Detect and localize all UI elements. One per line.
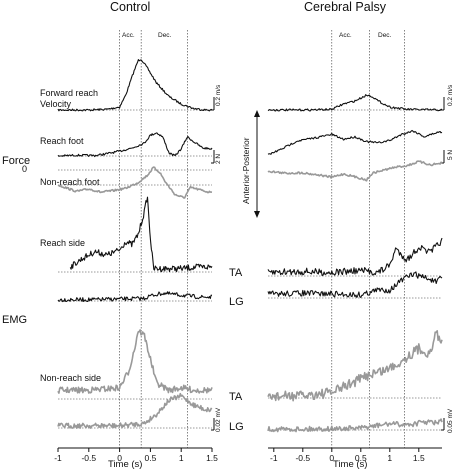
cp-dec-label: Dec. [378,32,392,39]
cp-x-tick-label: -1 [270,453,278,463]
arrow-down-icon [254,211,260,218]
control-emg-scale-label: 0.02 mV [215,407,222,432]
cp-series-non-reach-foot [267,160,443,182]
control-xlabel: Time (s) [108,459,142,470]
non-reach-side-label: Non-reach side [40,373,101,383]
nonreach-ta-label: TA [229,391,243,403]
control-series-reach-foot [57,132,213,158]
control-x-tick-label: -1 [54,453,62,463]
control-vel-scale-label: 0.2 m/s [215,84,222,106]
cp-series-non-reach-side-lg [267,418,443,433]
cp-title: Cerebral Palsy [304,0,387,14]
control-x-tick-label: 1.5 [206,453,218,463]
anterior-posterior-label: Anterior-Posterior [241,137,251,204]
cp-x-tick-label: 1.5 [413,453,425,463]
reach-foot-label: Reach foot [40,136,84,146]
control-force-scale-label: 2 N [215,154,222,164]
non-reach-foot-label: Non-reach foot [40,177,100,187]
zero-label: 0 [22,164,27,174]
control-x-tick-label: 0.5 [144,453,156,463]
cp-vel-scale-label: 0.2 m/s [447,84,454,106]
cp-series-reach-side-ta [267,237,443,277]
cp-acc-label: Acc. [339,32,352,39]
reach-lg-label: LG [229,296,244,308]
emg-row-label: EMG [2,314,27,326]
forward-reach-label: Forward reach [40,88,98,98]
control-series-non-reach-foot [57,166,213,199]
cp-x-tick-label: 1 [387,453,392,463]
control-series-reach-side-lg [57,291,213,303]
control-series-non-reach-side-lg [57,392,213,430]
cp-x-tick-label: 0.5 [355,453,367,463]
cp-series-reach-foot [267,129,443,155]
cp-x-tick-label: 0 [329,453,334,463]
cp-xlabel: Time (s) [333,459,367,470]
cp-emg-scale-label: 0.05 mV [447,408,454,433]
cp-series-reach-side-lg [267,271,443,298]
control-series-reach-side-ta [69,196,213,273]
control-x-tick-label: -0.5 [81,453,96,463]
cp-series-non-reach-side-ta [267,329,443,402]
control-x-tick-label: 0 [117,453,122,463]
velocity-label: Velocity [40,99,72,109]
reach-ta-label: TA [229,267,243,279]
force-row-label: Force [2,155,30,167]
cp-force-scale-label: 5 N [447,150,454,160]
control-title: Control [110,0,150,14]
control-x-tick-label: 1 [179,453,184,463]
cp-x-tick-label: -0.5 [295,453,310,463]
nonreach-lg-label: LG [229,421,244,433]
reach-side-label: Reach side [40,238,85,248]
plot-layer: -1 -0.5 0 0.5 1 1.5 -1 -0.5 0 0.5 1 1.5 [54,30,445,463]
control-series-non-reach-side-ta [57,329,213,394]
control-series-forward-reach-velocity [57,59,213,112]
control-acc-label: Acc. [122,32,135,39]
control-dec-label: Dec. [158,32,172,39]
cp-series-forward-reach-velocity [267,94,443,112]
arrow-up-icon [254,110,260,117]
